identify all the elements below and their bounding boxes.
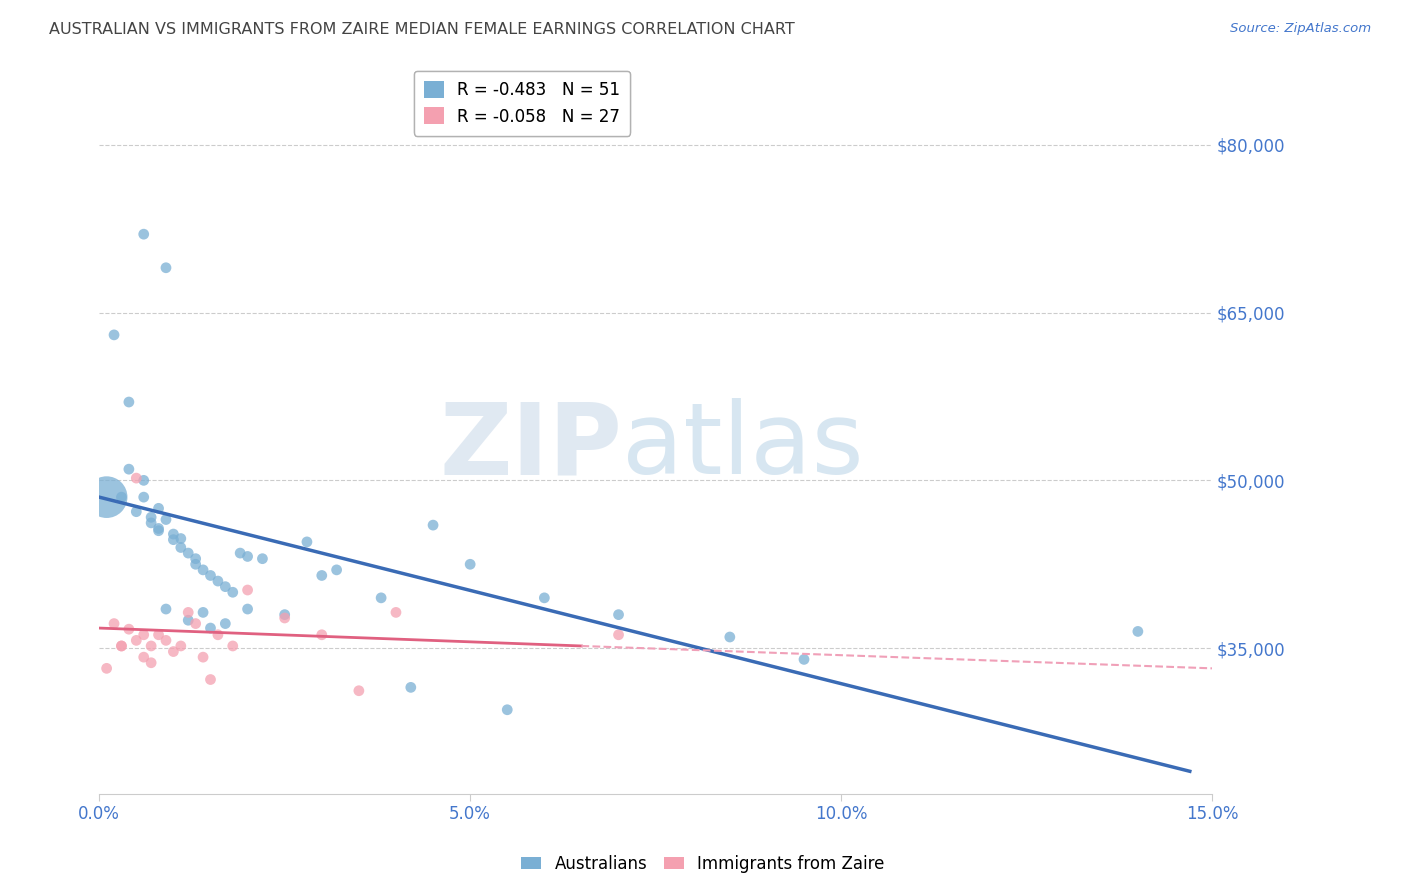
Point [214,616,236,631]
Point [110,639,132,653]
Point [370,591,392,605]
Point [148,628,170,642]
Point [200,673,222,687]
Point [148,501,170,516]
Point [132,628,155,642]
Point [607,628,630,642]
Point [132,474,155,488]
Point [170,639,193,653]
Point [125,471,148,485]
Point [533,591,555,605]
Point [184,558,207,572]
Point [207,574,229,588]
Point [236,602,259,616]
Point [184,616,207,631]
Point [132,490,155,504]
Point [132,227,155,242]
Point [110,639,132,653]
Point [273,607,295,622]
Text: ZIP: ZIP [440,398,623,495]
Point [295,535,318,549]
Legend: R = -0.483   N = 51, R = -0.058   N = 27: R = -0.483 N = 51, R = -0.058 N = 27 [413,70,630,136]
Text: AUSTRALIAN VS IMMIGRANTS FROM ZAIRE MEDIAN FEMALE EARNINGS CORRELATION CHART: AUSTRALIAN VS IMMIGRANTS FROM ZAIRE MEDI… [49,22,794,37]
Text: atlas: atlas [623,398,863,495]
Point [222,585,245,599]
Text: Source: ZipAtlas.com: Source: ZipAtlas.com [1230,22,1371,36]
Point [118,462,141,476]
Point [162,527,184,541]
Point [125,505,148,519]
Point [1126,624,1149,639]
Point [103,616,125,631]
Point [170,541,193,555]
Point [191,606,214,620]
Point [385,606,408,620]
Point [191,650,214,665]
Point [458,558,481,572]
Point [170,532,193,546]
Point [162,644,184,658]
Point [214,580,236,594]
Point [236,549,259,564]
Point [222,639,245,653]
Point [155,512,177,526]
Point [139,510,162,524]
Point [148,521,170,535]
Point [422,518,444,533]
Point [162,533,184,547]
Point [148,524,170,538]
Point [207,628,229,642]
Point [793,652,815,666]
Point [200,568,222,582]
Point [103,327,125,342]
Point [177,546,200,560]
Point [177,606,200,620]
Point [607,607,630,622]
Point [191,563,214,577]
Point [184,551,207,566]
Point [252,551,274,566]
Point [96,661,118,675]
Legend: Australians, Immigrants from Zaire: Australians, Immigrants from Zaire [515,848,891,880]
Point [311,628,333,642]
Point [200,621,222,635]
Point [155,602,177,616]
Point [125,633,148,648]
Point [118,622,141,636]
Point [132,650,155,665]
Point [155,260,177,275]
Point [96,490,118,504]
Point [325,563,347,577]
Point [118,395,141,409]
Point [496,703,519,717]
Point [718,630,741,644]
Point [155,633,177,648]
Point [139,516,162,530]
Point [229,546,252,560]
Point [347,683,370,698]
Point [311,568,333,582]
Point [139,656,162,670]
Point [273,611,295,625]
Point [110,490,132,504]
Point [177,613,200,627]
Point [399,681,422,695]
Point [236,582,259,597]
Point [139,639,162,653]
